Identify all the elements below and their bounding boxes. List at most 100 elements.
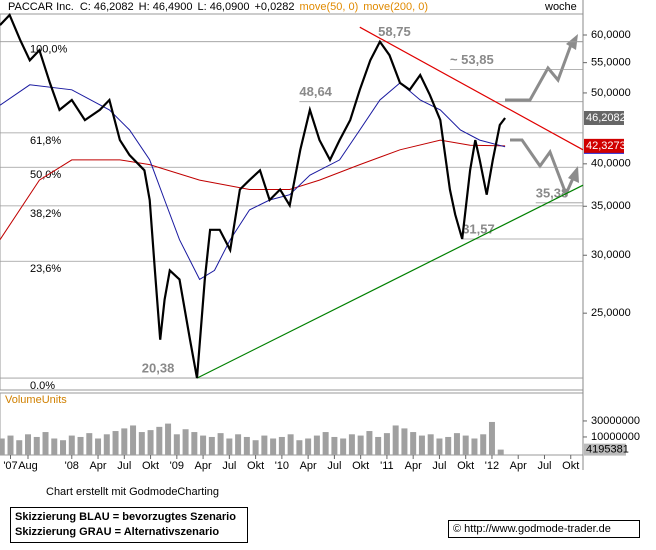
last-volume-label: 4195381 — [586, 444, 629, 456]
scenario-notes: Skizzierung BLAU = bevorzugtes Szenario … — [10, 507, 248, 543]
volume-bar — [252, 440, 259, 455]
volume-bar — [392, 425, 399, 455]
x-tick-label: Apr — [510, 460, 527, 472]
volume-bar — [217, 433, 224, 455]
volume-bar — [16, 440, 23, 455]
volume-bar — [357, 435, 364, 455]
x-tick-label: '07 — [3, 460, 17, 472]
volume-bar — [453, 433, 460, 455]
volume-bar — [226, 438, 233, 455]
volume-bar — [182, 429, 189, 455]
volume-bar — [42, 432, 49, 455]
price-mark-label: 58,75 — [378, 24, 411, 39]
volume-bar — [287, 434, 294, 455]
last-value-label: 42,3273 — [586, 140, 626, 152]
source[interactable]: © http://www.godmode-trader.de — [448, 520, 640, 538]
volume-bar — [383, 433, 390, 455]
last-value-box — [584, 138, 624, 153]
note: Skizzierung BLAU = bevorzugtes Szenario — [15, 511, 236, 523]
scenario-sketch — [505, 41, 574, 102]
arrow-head — [568, 166, 579, 183]
x-tick-label: Jul — [537, 460, 551, 472]
quote: C: 46,2082 — [80, 1, 134, 13]
x-tick-label: Apr — [89, 460, 106, 472]
x-tick-label: Okt — [247, 460, 264, 472]
y-tick-label: 60,0000 — [591, 29, 631, 41]
plot-frame — [0, 13, 584, 391]
volume-bar — [165, 423, 172, 455]
credit: Chart erstellt mit GodmodeCharting — [46, 486, 220, 498]
volume-bar — [497, 449, 504, 455]
series-line — [0, 139, 506, 240]
volume-bar — [208, 436, 215, 455]
volume-bar — [77, 436, 84, 455]
last-value-box — [584, 110, 624, 125]
last-value-label: 46,2082 — [586, 112, 626, 124]
scenario-sketch — [510, 138, 576, 198]
volume-bar — [200, 435, 207, 455]
x-tick-label: Jul — [222, 460, 236, 472]
price-mark-label: 31,57 — [462, 221, 495, 236]
volume-bar — [112, 431, 119, 455]
quote: H: 46,4900 — [139, 1, 193, 13]
volume-bar — [60, 440, 67, 455]
quote: L: 46,0900 — [197, 1, 249, 13]
volume-bar — [480, 434, 487, 455]
price-mark-label: ~ 53,85 — [450, 52, 494, 67]
series-line — [0, 82, 506, 281]
volume-bar — [427, 434, 434, 455]
volume-bar — [305, 438, 312, 455]
price-mark-label: 35,38 — [536, 185, 569, 200]
x-tick-label: Okt — [562, 460, 579, 472]
x-tick-label: Apr — [300, 460, 317, 472]
last-volume-box — [584, 443, 626, 456]
x-tick-label: Okt — [352, 460, 369, 472]
volume-bar — [130, 425, 137, 455]
volume-bar — [340, 438, 347, 455]
volume-bar — [243, 436, 250, 455]
volume-tick-label: 10000000 — [591, 431, 640, 443]
volume-bar — [418, 435, 425, 455]
quote: +0,0282 — [254, 1, 294, 13]
volume-bar — [7, 435, 14, 455]
x-tick-label: Okt — [457, 460, 474, 472]
x-tick-label: Jul — [432, 460, 446, 472]
volume-bar — [410, 432, 417, 455]
y-tick-label: 35,0000 — [591, 200, 631, 212]
fib-label: 50,0% — [30, 169, 61, 181]
fib-label: 38,2% — [30, 208, 61, 220]
volume-bar — [278, 436, 285, 455]
volume-bar — [235, 434, 242, 455]
x-tick-label: '10 — [275, 460, 289, 472]
x-tick-label: Apr — [405, 460, 422, 472]
price-mark-label: 48,64 — [299, 84, 332, 99]
y-tick-label: 40,0000 — [591, 158, 631, 170]
volume-bar — [322, 432, 329, 455]
fib-label: 61,8% — [30, 135, 61, 147]
legend-label: move(50, 0) — [300, 1, 359, 13]
volume-bar — [121, 428, 128, 455]
volume-bar — [348, 434, 355, 455]
volume-bar — [138, 432, 145, 455]
x-tick-label: Apr — [195, 460, 212, 472]
price-mark-label: 20,38 — [142, 361, 175, 376]
volume-bar — [270, 438, 277, 455]
volume-bar — [68, 435, 75, 455]
volume-bar — [471, 438, 478, 455]
volume-bar — [375, 436, 382, 455]
x-tick-label: Aug — [18, 460, 38, 472]
volume-bar — [103, 434, 110, 455]
volume-bar — [147, 430, 154, 455]
note: Skizzierung GRAU = Alternativszenario — [15, 526, 220, 538]
volume-bar — [191, 432, 198, 455]
x-tick-label: '09 — [170, 460, 184, 472]
volume-bar — [33, 436, 40, 455]
volume-bar — [296, 440, 303, 455]
volume-tick-label: 30000000 — [591, 415, 640, 427]
x-tick-label: Okt — [142, 460, 159, 472]
fib-label: 0.0% — [30, 380, 55, 392]
y-tick-label: 30,0000 — [591, 249, 631, 261]
volume-bar — [51, 438, 58, 455]
volume-bar — [0, 438, 5, 455]
